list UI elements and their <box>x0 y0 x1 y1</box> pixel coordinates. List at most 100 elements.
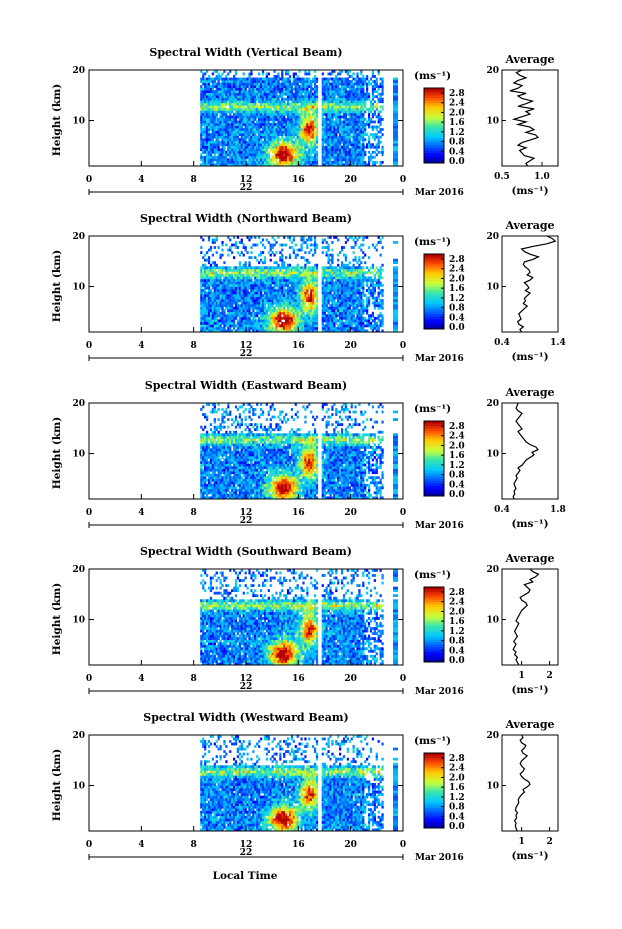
heatmap-cell <box>252 284 255 287</box>
heatmap-cell <box>232 289 236 292</box>
heatmap-cell <box>340 107 344 111</box>
heatmap-cell <box>217 123 220 126</box>
heatmap-cell <box>238 306 241 310</box>
heatmap-cell <box>246 82 249 86</box>
heatmap-cell <box>288 294 292 297</box>
heatmap-cell <box>236 311 240 315</box>
heatmap-cell <box>277 271 280 275</box>
heatmap-cell <box>310 125 313 129</box>
heatmap-cell <box>238 289 241 292</box>
heatmap-cell <box>323 133 326 136</box>
heatmap-cell <box>373 100 376 104</box>
heatmap-cell <box>232 321 236 325</box>
heatmap-cell <box>221 112 224 116</box>
heatmap-cell <box>315 321 319 325</box>
heatmap-cell <box>362 160 365 164</box>
heatmap-cell <box>269 273 272 277</box>
heatmap-cell <box>288 281 292 285</box>
heatmap-cell <box>275 324 278 328</box>
heatmap-cell <box>252 140 255 144</box>
heatmap-cell <box>213 319 216 323</box>
heatmap-cell <box>256 77 259 81</box>
heatmap-cell <box>215 118 218 121</box>
heatmap-cell <box>236 281 240 285</box>
heatmap-cell <box>369 153 373 157</box>
heatmap-cell <box>252 268 255 272</box>
heatmap-cell <box>377 143 380 147</box>
heatmap-cell <box>346 105 349 109</box>
heatmap-cell <box>285 294 288 297</box>
heatmap-cell <box>219 306 222 310</box>
heatmap-cell <box>229 145 232 149</box>
heatmap-cell <box>256 85 259 88</box>
heatmap-cell <box>215 75 218 78</box>
heatmap-cell <box>229 281 232 285</box>
heatmap-cell <box>211 238 215 242</box>
heatmap-cell <box>298 150 301 154</box>
heatmap-cell <box>323 110 326 114</box>
heatmap-cell <box>315 80 319 83</box>
heatmap-cell <box>225 115 228 119</box>
heatmap-cell <box>221 90 224 94</box>
heatmap-cell <box>207 301 211 305</box>
heatmap-cell <box>205 130 209 134</box>
heatmap-cell <box>225 281 228 285</box>
heatmap-cell <box>308 319 311 323</box>
heatmap-cell <box>263 140 267 144</box>
heatmap-cell <box>346 80 349 83</box>
heatmap-cell <box>335 92 338 96</box>
heatmap-cell <box>381 133 384 136</box>
heatmap-cell <box>204 286 207 290</box>
heatmap-cell <box>362 107 365 111</box>
heatmap-cell <box>273 266 276 270</box>
heatmap-cell <box>227 248 230 252</box>
heatmap-cell <box>312 281 315 285</box>
heatmap-cell <box>229 80 232 83</box>
heatmap-cell <box>296 107 299 111</box>
heatmap-cell <box>204 321 207 325</box>
heatmap-cell <box>275 304 278 308</box>
heatmap-cell <box>242 281 245 285</box>
average-line <box>509 69 540 167</box>
heatmap-cell <box>313 309 317 313</box>
heatmap-cell <box>202 138 205 142</box>
heatmap-cell <box>298 329 301 333</box>
heatmap-cell <box>236 294 240 297</box>
heatmap-cell <box>321 291 324 295</box>
heatmap-cell <box>296 284 299 287</box>
heatmap-cell <box>263 286 267 290</box>
heatmap-cell <box>292 251 295 254</box>
heatmap-cell <box>288 324 292 328</box>
heatmap-cell <box>205 301 209 305</box>
heatmap-cell <box>310 311 313 315</box>
heatmap-cell <box>281 163 284 167</box>
heatmap-cell <box>379 115 382 119</box>
heatmap-cell <box>231 296 234 300</box>
heatmap-cell <box>329 95 332 99</box>
heatmap-cell <box>331 92 334 96</box>
heatmap-cell <box>281 82 284 86</box>
heatmap-cell <box>285 304 288 308</box>
heatmap-cell <box>325 100 328 104</box>
heatmap-cell <box>277 278 280 282</box>
heatmap-cell <box>232 314 236 318</box>
heatmap-cell <box>236 163 240 167</box>
heatmap-cell <box>342 77 346 81</box>
heatmap-cell <box>393 160 398 164</box>
heatmap-cell <box>352 112 355 116</box>
heatmap-cell <box>242 326 245 330</box>
heatmap-cell <box>271 299 274 302</box>
heatmap-cell <box>281 248 284 252</box>
heatmap-cell <box>217 319 220 323</box>
heatmap-cell <box>281 102 284 106</box>
heatmap-cell <box>379 120 382 124</box>
heatmap-cell <box>207 329 211 333</box>
heatmap-cell <box>285 150 288 154</box>
heatmap-cell <box>371 92 375 96</box>
heatmap-cell <box>286 140 290 144</box>
heatmap-cell <box>312 326 315 330</box>
heatmap-cell <box>275 291 278 295</box>
heatmap-cell <box>292 120 295 124</box>
heatmap-cell <box>275 160 278 164</box>
heatmap-cell <box>277 133 280 136</box>
